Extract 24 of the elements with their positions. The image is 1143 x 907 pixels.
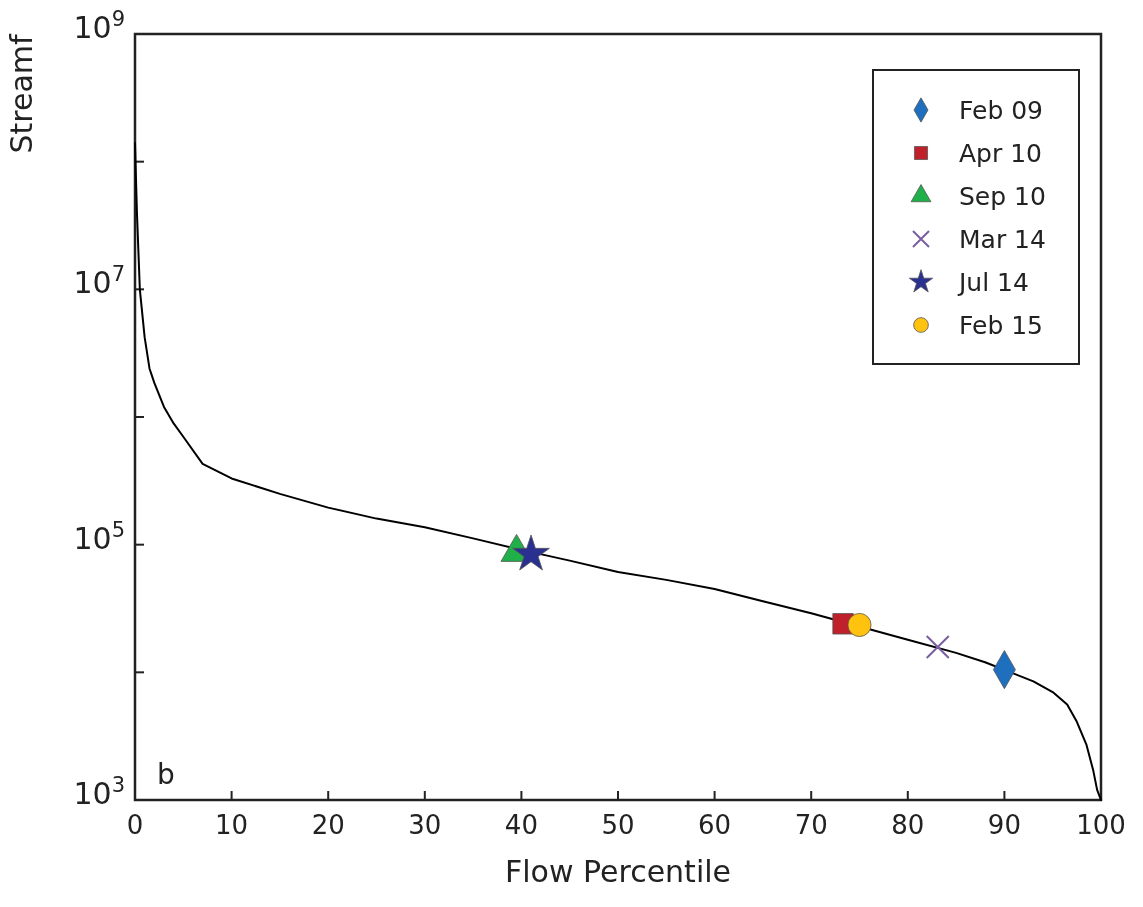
legend-label: Apr 10 (959, 139, 1043, 168)
annotation: b (157, 758, 175, 791)
y-tick-label: 10$^{5}$ (73, 517, 125, 556)
x-axis-title: Flow Percentile (504, 854, 732, 889)
x-tick-label: 40 (504, 810, 538, 840)
legend-label: Mar 14 (959, 225, 1046, 254)
y-tick-label: 10$^{9}$ (73, 7, 125, 45)
x-tick-label: 30 (408, 810, 442, 840)
x-tick-label: 70 (794, 810, 828, 840)
legend-label: Sep 10 (959, 182, 1046, 211)
y-tick-label: 10$^{3}$ (73, 773, 125, 811)
x-tick-label: 0 (126, 810, 144, 840)
legend-label: Feb 15 (959, 311, 1044, 340)
x-tick-label: 50 (601, 810, 635, 840)
x-tick-label: 60 (698, 810, 732, 840)
x-tick-label: 10 (215, 810, 249, 840)
y-axis-title: Streamf (4, 33, 39, 154)
x-tick-label: 80 (891, 810, 925, 840)
x-tick-label: 20 (311, 810, 345, 840)
y-tick-label: 10$^{7}$ (73, 262, 125, 301)
x-tick-label: 100 (1076, 810, 1126, 840)
x-tick-label: 90 (987, 810, 1021, 840)
legend-label: Feb 09 (959, 96, 1044, 125)
legend-label: Jul 14 (957, 268, 1029, 297)
